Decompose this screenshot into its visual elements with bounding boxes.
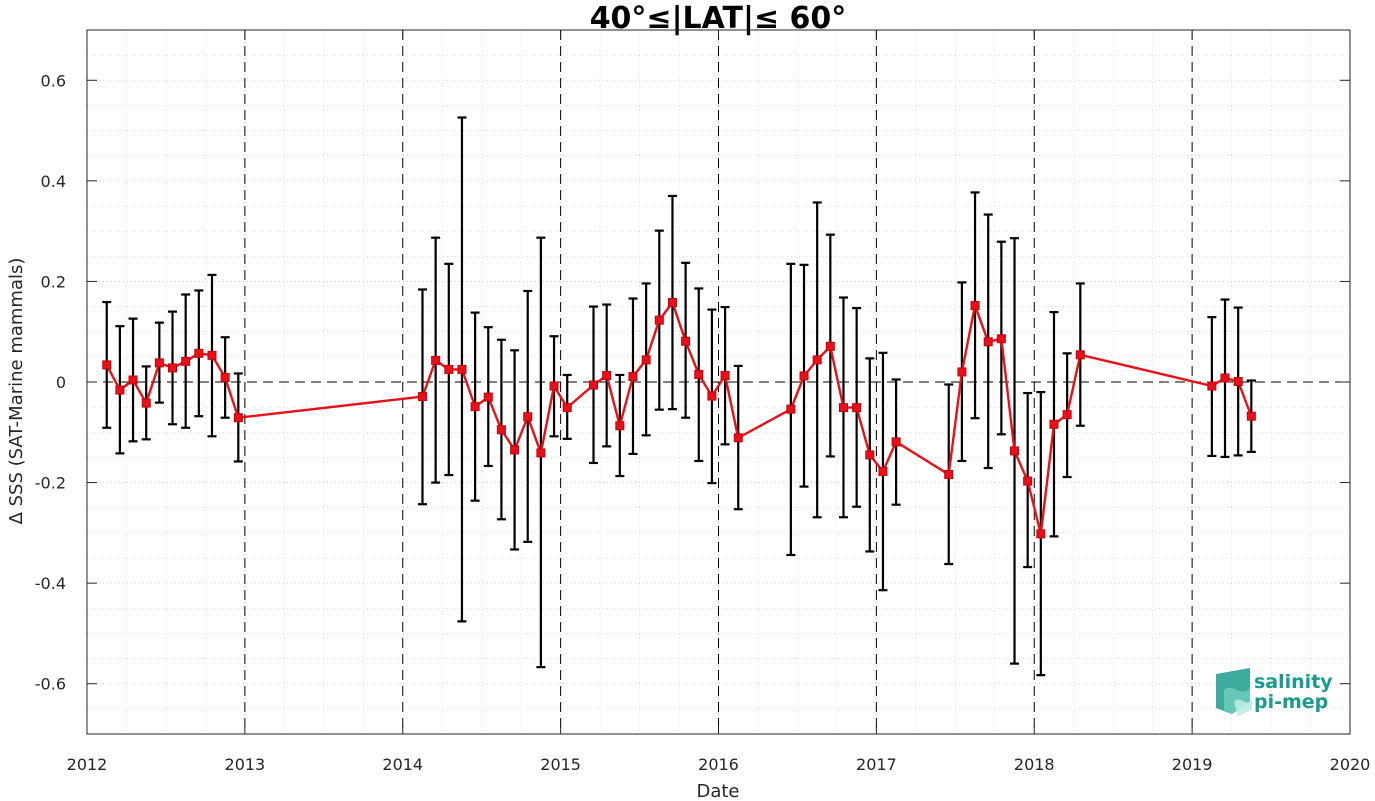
data-point-marker [720, 370, 730, 380]
data-point-marker [812, 355, 822, 365]
y-tick-label: -0.4 [35, 574, 66, 593]
data-point-marker [220, 372, 230, 382]
data-point-marker [1062, 410, 1072, 420]
x-tick-label: 2015 [540, 755, 581, 774]
y-tick-label: 0.4 [41, 172, 66, 191]
data-point-marker [1246, 411, 1256, 421]
data-point-marker [181, 356, 191, 366]
data-point-marker [444, 364, 454, 374]
data-point-marker [970, 301, 980, 311]
x-tick-label: 2016 [698, 755, 739, 774]
x-tick-label: 2014 [382, 755, 423, 774]
data-point-marker [1049, 419, 1059, 429]
x-tick-label: 2018 [1014, 755, 1055, 774]
y-axis-title: Δ SSS (SAT-Marine mammals) [6, 258, 27, 525]
x-tick-label: 2017 [856, 755, 897, 774]
y-tick-label: 0.2 [41, 272, 66, 291]
data-point-marker [891, 437, 901, 447]
data-point-marker [207, 350, 217, 360]
data-point-marker [523, 412, 533, 422]
data-point-marker [549, 381, 559, 391]
data-point-marker [1023, 476, 1033, 486]
data-point-marker [141, 398, 151, 408]
data-point-marker [681, 336, 691, 346]
data-point-marker [786, 404, 796, 414]
data-point-marker [128, 375, 138, 385]
data-point-marker [483, 392, 493, 402]
data-point-marker [1207, 381, 1217, 391]
x-tick-label: 2020 [1330, 755, 1371, 774]
data-point-marker [194, 348, 204, 358]
data-point-marker [1075, 350, 1085, 360]
y-tick-label: -0.2 [35, 474, 66, 493]
data-point-marker [825, 341, 835, 351]
data-point-marker [852, 403, 862, 413]
data-point-marker [496, 425, 506, 435]
data-point-marker [431, 355, 441, 365]
data-point-marker [957, 367, 967, 377]
data-point-marker [996, 334, 1006, 344]
x-axis-title: Date [696, 781, 739, 801]
data-point-marker [799, 371, 809, 381]
data-point-marker [562, 403, 572, 413]
data-point-marker [641, 355, 651, 365]
data-point-marker [510, 445, 520, 455]
data-point-marker [1010, 446, 1020, 456]
logo-text-line1: salinity [1254, 671, 1333, 693]
salinity-pi-mep-logo: salinity pi-mep [1216, 668, 1333, 716]
data-point-marker [1036, 529, 1046, 539]
data-point-marker [154, 358, 164, 368]
data-point-marker [457, 364, 467, 374]
data-point-marker [865, 450, 875, 460]
data-point-marker [1233, 376, 1243, 386]
data-point-marker [694, 369, 704, 379]
data-point-marker [536, 448, 546, 458]
data-point-marker [878, 467, 888, 477]
y-tick-label: 0 [56, 373, 66, 392]
x-tick-label: 2012 [67, 755, 108, 774]
y-tick-label: 0.6 [41, 71, 66, 90]
data-point-marker [733, 433, 743, 443]
series-markers [102, 298, 1256, 539]
data-point-marker [602, 370, 612, 380]
data-point-marker [983, 337, 993, 347]
data-point-marker [707, 391, 717, 401]
x-tick-label: 2019 [1172, 755, 1213, 774]
data-point-marker [470, 402, 480, 412]
y-tick-label: -0.6 [35, 675, 66, 694]
axis-ticks: 2012 2013 2014 2015 2016 2017 2018 2019 2020 -0.6… [35, 30, 1371, 774]
data-point-marker [838, 403, 848, 413]
data-point-marker [417, 392, 427, 402]
data-point-marker [667, 298, 677, 308]
data-point-marker [102, 360, 112, 370]
x-tick-label: 2013 [225, 755, 266, 774]
data-point-marker [615, 421, 625, 431]
data-point-marker [944, 470, 954, 480]
data-point-marker [589, 380, 599, 390]
logo-text-line2: pi-mep [1254, 691, 1328, 713]
data-point-marker [168, 363, 178, 373]
data-point-marker [115, 385, 125, 395]
data-point-marker [654, 315, 664, 325]
data-point-marker [1220, 373, 1230, 383]
data-point-marker [233, 413, 243, 423]
data-point-marker [628, 371, 638, 381]
